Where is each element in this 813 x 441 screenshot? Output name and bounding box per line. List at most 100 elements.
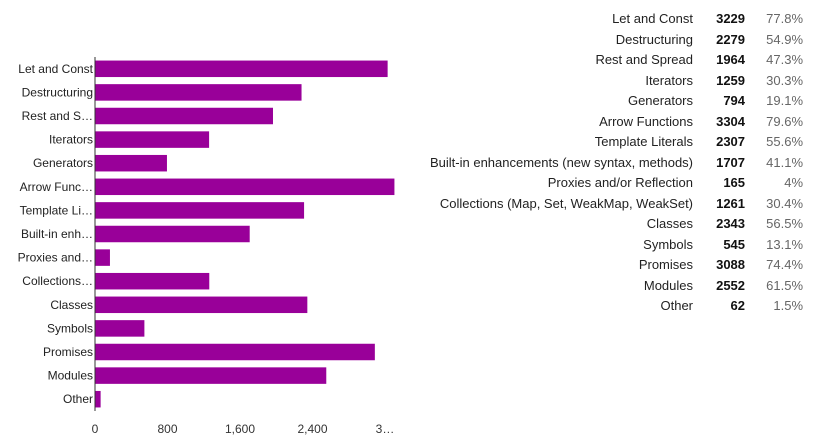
bar-6[interactable] (95, 202, 305, 219)
row-count: 1707 (716, 154, 746, 170)
bar-8[interactable] (95, 249, 110, 266)
row-percent: 1.5% (773, 298, 804, 313)
x-tick-label-3: 2,400 (297, 422, 327, 436)
bar-12[interactable] (95, 343, 375, 361)
category-label-5: Arrow Func… (20, 180, 93, 194)
row-percent: 61.5% (766, 277, 804, 293)
x-tick-label-1: 800 (157, 422, 177, 436)
row-label: Iterators (645, 72, 694, 88)
row-label: Destructuring (615, 31, 694, 47)
row-count: 2343 (716, 216, 746, 231)
x-tick-label-0: 0 (92, 422, 99, 436)
row-count: 1964 (716, 52, 746, 67)
row-percent: 30.3% (766, 72, 804, 88)
category-label-10: Classes (50, 298, 93, 312)
row-percent: 30.4% (766, 195, 804, 211)
bar-2[interactable] (95, 107, 273, 125)
table-row: Generators 794 19.1% (430, 91, 803, 112)
x-tick-labels: 0 800 1,600 2,400 3… (92, 422, 395, 436)
category-label-12: Promises (43, 345, 93, 359)
category-label-13: Modules (48, 369, 93, 383)
row-label: Rest and Spread (595, 52, 694, 67)
category-label-7: Built-in enh… (21, 227, 93, 241)
table-row: Template Literals 2307 55.6% (430, 132, 803, 153)
row-count: 2307 (716, 134, 746, 149)
category-label-1: Destructuring (22, 85, 93, 99)
row-label: Collections (Map, Set, WeakMap, WeakSet) (439, 195, 694, 211)
row-count: 2279 (716, 31, 746, 47)
row-count: 3304 (716, 113, 746, 129)
bar-1[interactable] (95, 84, 302, 101)
row-label: Symbols (643, 236, 694, 252)
bar-10[interactable] (95, 296, 308, 314)
table-row: Iterators 1259 30.3% (430, 71, 803, 92)
category-label-11: Symbols (47, 321, 93, 335)
row-label: Arrow Functions (599, 113, 694, 129)
bar-5[interactable] (95, 178, 395, 196)
table-row: Built-in enhancements (new syntax, metho… (430, 153, 803, 174)
row-percent: 47.3% (766, 52, 804, 67)
bar-0[interactable] (95, 60, 388, 78)
row-label: Let and Const (612, 11, 694, 26)
x-tick-label-2: 1,600 (225, 422, 255, 436)
row-percent: 13.1% (766, 236, 804, 252)
row-count: 3229 (716, 11, 746, 26)
row-label: Promises (638, 257, 694, 272)
row-percent: 54.9% (766, 31, 804, 47)
x-tick-label-4: 3… (376, 422, 395, 436)
bar-9[interactable] (95, 272, 210, 290)
bars-group (95, 60, 395, 408)
row-percent: 41.1% (766, 154, 804, 170)
table-row: Rest and Spread 1964 47.3% (430, 50, 803, 71)
table-row: Let and Const 3229 77.8% (430, 9, 803, 30)
category-label-6: Template Li… (20, 203, 93, 217)
bar-4[interactable] (95, 154, 167, 172)
category-label-3: Iterators (49, 133, 93, 147)
row-count: 2552 (716, 277, 746, 293)
row-count: 3088 (716, 257, 746, 272)
table-row: Symbols 545 13.1% (430, 235, 803, 256)
row-percent: 55.6% (766, 134, 804, 149)
row-label: Built-in enhancements (new syntax, metho… (430, 154, 694, 170)
row-label: Generators (627, 93, 694, 108)
bar-3[interactable] (95, 131, 210, 148)
category-label-8: Proxies and… (18, 251, 93, 265)
table-row: Promises 3088 74.4% (430, 255, 803, 276)
category-label-2: Rest and S… (22, 109, 93, 123)
row-count: 794 (723, 93, 746, 108)
row-percent: 77.8% (766, 11, 804, 26)
category-label-14: Other (63, 392, 93, 406)
table-row: Destructuring 2279 54.9% (430, 30, 803, 51)
results-table: Let and Const 3229 77.8% Destructuring 2279 5… (430, 9, 803, 317)
table-row: Classes 2343 56.5% (430, 214, 803, 235)
bar-7[interactable] (95, 225, 250, 243)
row-label: Proxies and/or Reflection (547, 175, 694, 190)
row-percent: 56.5% (766, 216, 804, 231)
table-row: Other 62 1.5% (430, 296, 804, 317)
row-label: Other (660, 298, 694, 313)
row-count: 1261 (716, 195, 746, 211)
category-label-9: Collections… (22, 274, 93, 288)
row-percent: 4% (784, 175, 804, 190)
row-label: Classes (646, 216, 694, 231)
table-row: Collections (Map, Set, WeakMap, WeakSet)… (430, 194, 803, 215)
row-percent: 79.6% (766, 113, 804, 129)
bar-chart: Let and Const Destructuring Rest and S… Ite… (18, 57, 395, 436)
table-row: Proxies and/or Reflection 165 4% (430, 173, 803, 194)
row-count: 1259 (716, 72, 746, 88)
table-row: Modules 2552 61.5% (430, 276, 803, 297)
category-label-4: Generators (33, 156, 93, 170)
row-label: Modules (643, 277, 694, 293)
table-row: Arrow Functions 3304 79.6% (430, 112, 803, 133)
row-count: 545 (723, 236, 746, 252)
category-label-0: Let and Const (18, 62, 93, 76)
bar-14[interactable] (95, 390, 101, 408)
row-count: 62 (730, 298, 746, 313)
row-count: 165 (723, 175, 746, 190)
row-label: Template Literals (594, 134, 694, 149)
bar-13[interactable] (95, 367, 327, 384)
bar-11[interactable] (95, 320, 145, 337)
row-percent: 74.4% (766, 257, 804, 272)
category-labels: Let and Const Destructuring Rest and S… Ite… (18, 62, 94, 406)
row-percent: 19.1% (766, 93, 804, 108)
